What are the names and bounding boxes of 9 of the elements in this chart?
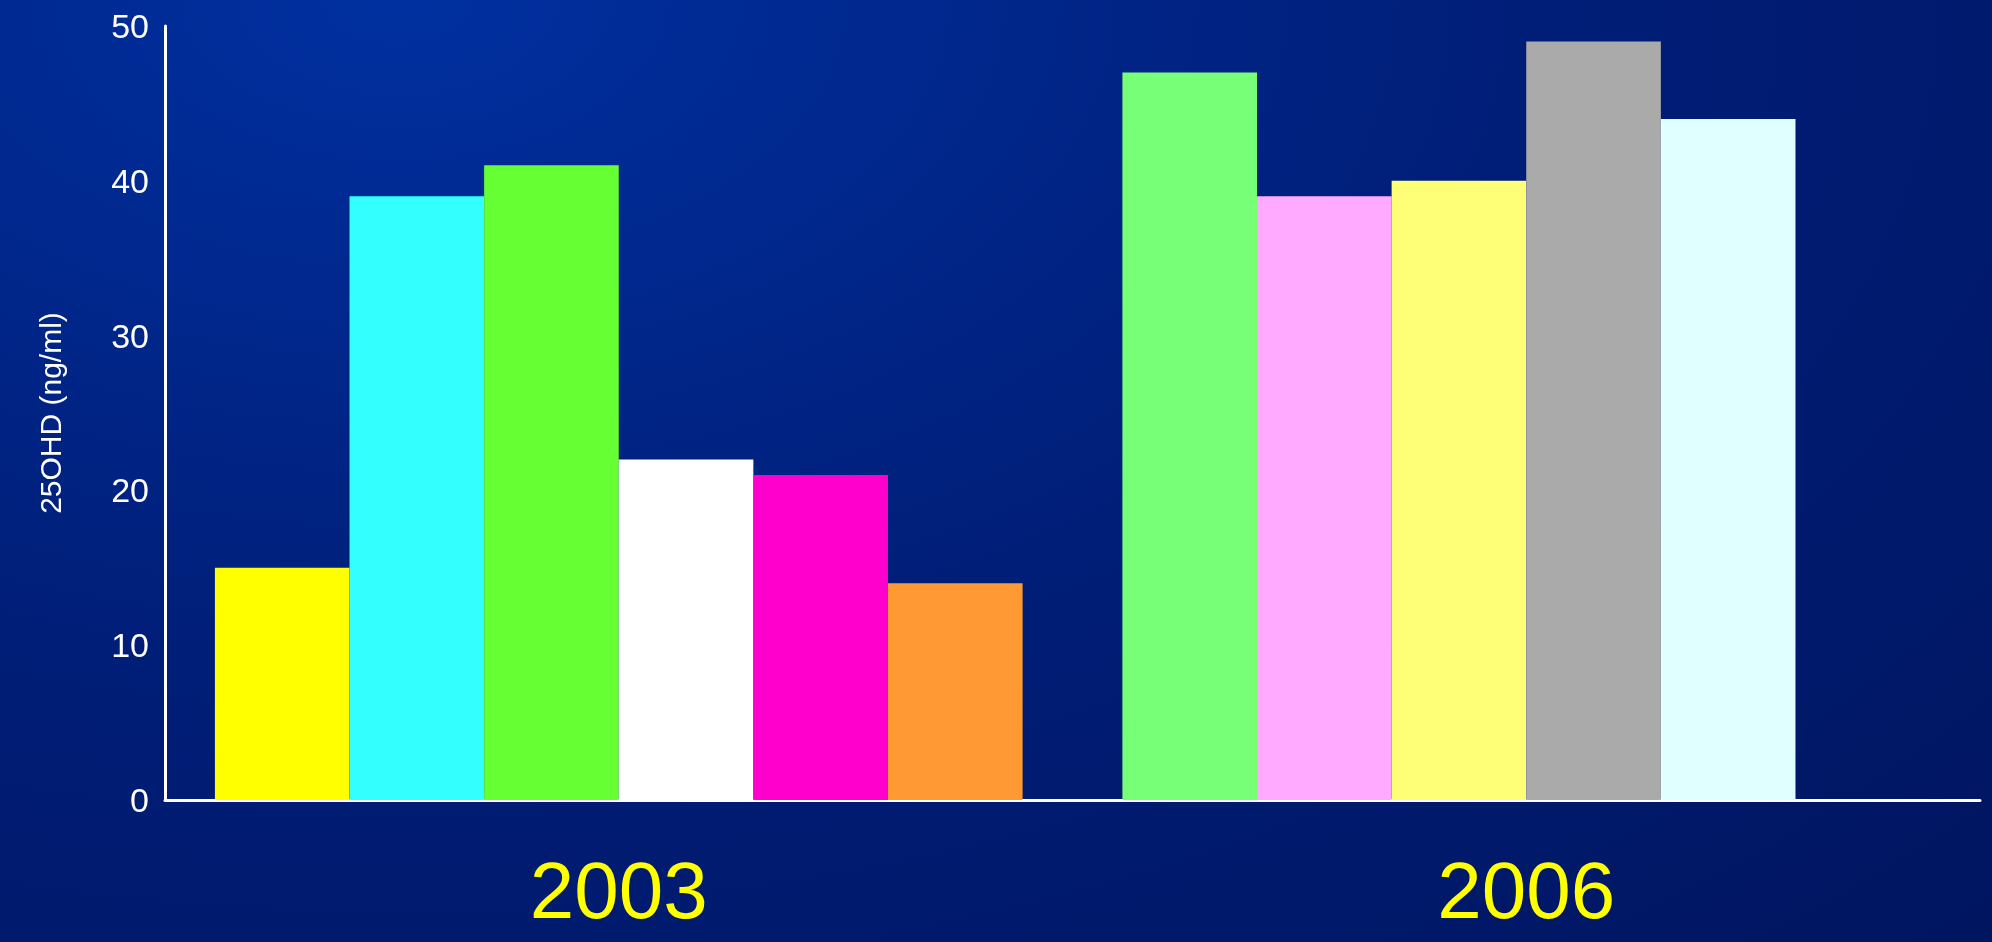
y-tick-label: 30: [111, 316, 149, 355]
y-tick-label: 50: [111, 7, 149, 45]
y-tick-label: 40: [111, 161, 149, 200]
y-tick-label: 20: [111, 471, 149, 510]
y-tick-label: 10: [111, 626, 149, 665]
y-tick-label: 0: [130, 781, 149, 819]
y-axis-title: 25OHD (ng/ml): [33, 312, 67, 514]
x-tick-label: 2006: [1437, 845, 1616, 935]
x-tick-label: 2003: [529, 845, 708, 935]
